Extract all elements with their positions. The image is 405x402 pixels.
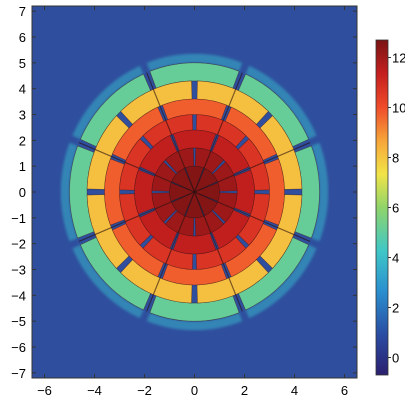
colorbar <box>375 39 389 376</box>
colorbar-tick-label: 8 <box>392 151 399 166</box>
radial-gap <box>194 191 311 242</box>
y-tick-label: 3 <box>19 108 26 123</box>
radial-gap <box>193 191 243 312</box>
x-tick-label: −6 <box>37 383 52 398</box>
y-tick-label: −5 <box>11 314 26 329</box>
ring-segment <box>172 232 217 255</box>
radial-gap <box>78 142 195 193</box>
x-tick-label: −2 <box>137 383 152 398</box>
halo-segment <box>72 244 144 319</box>
y-tick-label: −1 <box>11 211 26 226</box>
halo-segment <box>245 244 317 319</box>
ring-segment <box>134 169 156 215</box>
y-tick-label: 2 <box>19 133 26 148</box>
colorbar-ticks: 12 10 8 6 4 2 0 <box>388 51 405 366</box>
x-tick-label: 6 <box>341 383 348 398</box>
y-tick-label: 7 <box>19 4 26 19</box>
y-tick-label: 6 <box>19 30 26 45</box>
y-tick-label: −4 <box>11 288 26 303</box>
colorbar-tick-label: 6 <box>392 201 399 216</box>
x-tick-label: 4 <box>291 383 298 398</box>
ring-segment <box>185 191 204 219</box>
colorbar-tick-label: 12 <box>392 51 405 66</box>
y-tick-label: 1 <box>19 159 26 174</box>
x-tick-label: −4 <box>87 383 102 398</box>
y-tick-label: 5 <box>19 56 26 71</box>
radial-gap <box>78 191 195 242</box>
ring-segment <box>193 168 218 193</box>
ring-segment <box>233 169 255 215</box>
colorbar-tick-label: 2 <box>392 301 399 316</box>
colorbar-tick-label: 0 <box>392 351 399 366</box>
radial-gap <box>194 142 311 193</box>
y-tick-label: −7 <box>11 366 26 381</box>
y-tick-label: −3 <box>11 263 26 278</box>
x-tick-label: 0 <box>191 383 198 398</box>
y-tick-label: 0 <box>19 185 26 200</box>
ring-segment <box>172 129 217 152</box>
halo-segment <box>245 65 317 140</box>
halo-segment <box>72 65 144 140</box>
ring-segment <box>193 182 220 202</box>
radial-gap <box>193 72 243 193</box>
colorbar-tick-label: 4 <box>392 251 399 266</box>
y-tick-label: −2 <box>11 237 26 252</box>
ring-segment <box>171 191 196 216</box>
colorbar-tick-label: 10 <box>392 101 405 116</box>
radial-gap <box>146 191 196 312</box>
y-tick-label: 4 <box>19 82 26 97</box>
ring-segment <box>193 191 218 216</box>
radial-gap <box>146 72 196 193</box>
ring-segment <box>171 168 196 193</box>
heatmap-field <box>60 53 329 331</box>
axis-ticks: −6 −4 −2 0 2 4 6 7 6 5 4 3 2 1 0 −1 −2 −3 −4 −5 −6 −7 <box>11 4 357 398</box>
y-tick-label: −6 <box>11 340 26 355</box>
ring-segment <box>169 182 196 202</box>
ring-segment <box>185 165 204 193</box>
x-tick-label: 2 <box>241 383 248 398</box>
